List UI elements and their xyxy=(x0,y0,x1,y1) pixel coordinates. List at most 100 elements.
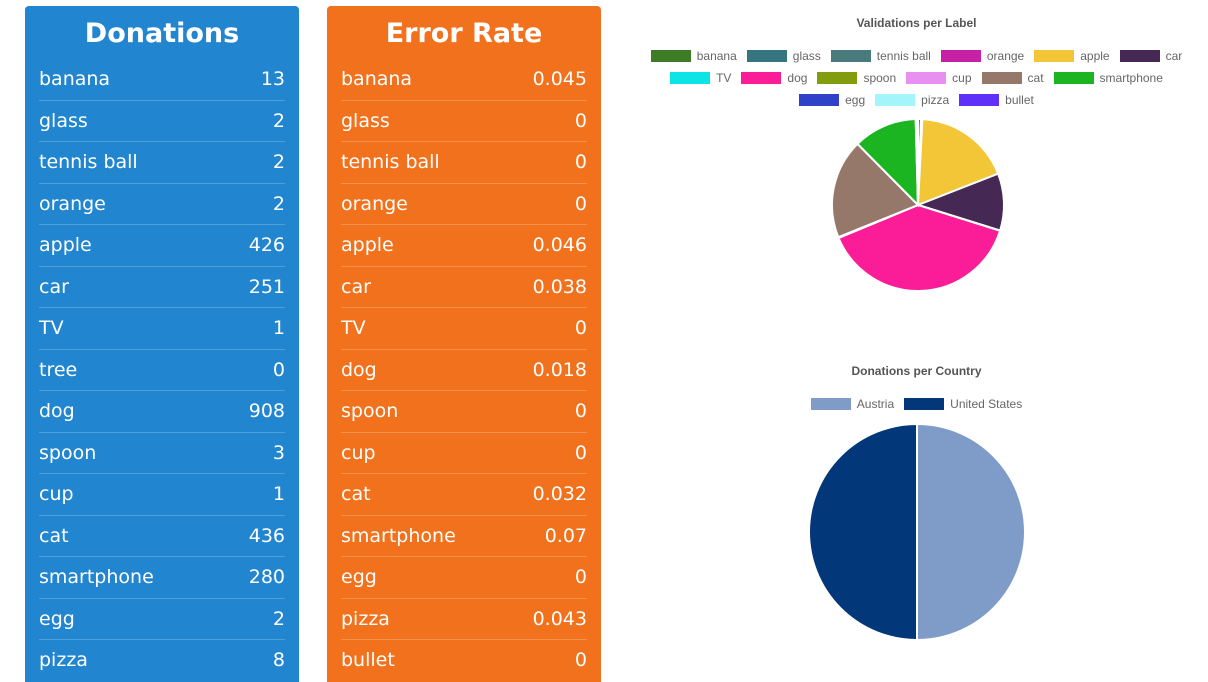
legend-item[interactable]: egg xyxy=(799,93,865,107)
row-label: TV xyxy=(39,317,64,339)
row-value: 426 xyxy=(248,234,285,256)
row-value: 0.045 xyxy=(532,68,587,90)
legend-item[interactable]: cat xyxy=(981,71,1044,85)
legend-item[interactable]: dog xyxy=(741,71,807,85)
legend-label: pizza xyxy=(921,93,950,107)
row-label: cup xyxy=(341,441,376,464)
legend-item[interactable]: apple xyxy=(1034,49,1110,63)
legend-item[interactable]: banana xyxy=(650,49,737,63)
donations-panel: Donations banana 13 glass 2 tennis ball 2 oran… xyxy=(25,6,299,682)
pie-slice-austria[interactable] xyxy=(916,422,1026,642)
table-row: egg 2 xyxy=(39,599,285,640)
legend-swatch xyxy=(940,50,981,62)
legend-item[interactable]: car xyxy=(1119,49,1183,63)
row-label: dog xyxy=(39,400,75,422)
legend-item[interactable]: tennis ball xyxy=(830,49,931,63)
row-value: 2 xyxy=(272,607,285,630)
row-label: spoon xyxy=(341,400,399,422)
table-row: glass 0 xyxy=(341,101,587,142)
legend-item[interactable]: spoon xyxy=(817,71,896,85)
error-rate-title: Error Rate xyxy=(385,18,543,49)
row-label: smartphone xyxy=(341,524,456,547)
row-label: tennis ball xyxy=(39,151,138,173)
pie-slice-smartphone[interactable] xyxy=(856,118,920,208)
pie-slice-pizza[interactable] xyxy=(915,117,920,206)
row-value: 436 xyxy=(248,524,285,547)
legend-label: car xyxy=(1165,49,1183,63)
table-row: smartphone 280 xyxy=(39,557,285,599)
table-row: cup 1 xyxy=(39,474,285,516)
legend-swatch xyxy=(741,72,782,84)
row-label: orange xyxy=(39,192,106,215)
chart-legend: Austria United States xyxy=(625,393,1208,415)
row-label: cat xyxy=(341,483,371,505)
row-label: car xyxy=(341,275,371,298)
row-value: 0 xyxy=(574,109,587,132)
legend-item[interactable]: bullet xyxy=(959,93,1034,107)
legend-swatch xyxy=(959,94,1000,106)
row-value: 2 xyxy=(272,151,285,173)
table-row: cat 436 xyxy=(39,516,285,557)
row-value: 280 xyxy=(248,566,285,588)
table-row: orange 2 xyxy=(39,184,285,225)
row-value: 908 xyxy=(248,400,285,422)
legend-label: spoon xyxy=(863,71,897,85)
legend-label: bullet xyxy=(1005,93,1034,107)
table-row: spoon 3 xyxy=(39,433,285,474)
pie-slice-cat[interactable] xyxy=(831,142,920,239)
legend-swatch xyxy=(810,398,851,410)
table-row: dog 0.018 xyxy=(341,350,587,391)
row-label: TV xyxy=(341,317,366,339)
table-row: apple 0.046 xyxy=(341,225,587,267)
legend-label: banana xyxy=(696,49,737,63)
chart-title: Validations per Label xyxy=(856,16,977,30)
row-label: orange xyxy=(341,192,408,215)
legend-swatch xyxy=(875,94,916,106)
table-row: egg 0 xyxy=(341,557,587,599)
legend-item[interactable]: TV xyxy=(670,71,731,85)
table-row: tennis ball 2 xyxy=(39,142,285,184)
row-value: 0 xyxy=(272,358,285,381)
validations-chart: Validations per Label banana glass tennis … xyxy=(625,0,1208,330)
row-label: apple xyxy=(39,234,92,256)
row-label: glass xyxy=(39,109,88,132)
row-label: apple xyxy=(341,234,394,256)
legend-item[interactable]: United States xyxy=(904,397,1022,411)
legend-label: dog xyxy=(787,71,808,85)
table-row: dog 908 xyxy=(39,391,285,433)
pie-slice-apple[interactable] xyxy=(916,118,1000,207)
table-row: apple 426 xyxy=(39,225,285,267)
error-rate-list: banana 0.045 glass 0 tennis ball 0 orange 0 appl… xyxy=(341,59,587,682)
row-label: smartphone xyxy=(39,566,154,588)
table-row: banana 0.045 xyxy=(341,59,587,101)
countries-pie xyxy=(808,422,1026,642)
legend-swatch xyxy=(670,72,711,84)
legend-item[interactable]: pizza xyxy=(875,93,949,107)
row-label: pizza xyxy=(341,607,390,630)
table-row: TV 1 xyxy=(39,308,285,350)
row-value: 0 xyxy=(574,151,587,173)
row-label: dog xyxy=(341,358,377,381)
legend-item[interactable]: glass xyxy=(746,49,821,63)
row-value: 8 xyxy=(272,649,285,671)
row-value: 0 xyxy=(574,192,587,215)
legend-item[interactable]: cup xyxy=(906,71,972,85)
table-row: pizza 8 xyxy=(39,640,285,682)
row-label: egg xyxy=(341,566,377,588)
row-value: 1 xyxy=(272,317,285,339)
legend-item[interactable]: orange xyxy=(940,49,1024,63)
legend-item[interactable]: smartphone xyxy=(1053,71,1163,85)
legend-label: glass xyxy=(792,49,821,63)
row-label: pizza xyxy=(39,649,88,671)
validations-pie xyxy=(831,117,1005,292)
row-label: banana xyxy=(39,68,111,90)
chart-title: Donations per Country xyxy=(851,364,982,378)
pie-slice-dog[interactable] xyxy=(837,203,1002,292)
legend-item[interactable]: Austria xyxy=(810,397,895,411)
legend-swatch xyxy=(817,72,858,84)
table-row: cup 0 xyxy=(341,433,587,474)
pie-slice-united-states[interactable] xyxy=(808,422,918,642)
legend-label: Austria xyxy=(856,397,895,411)
row-label: spoon xyxy=(39,441,97,464)
legend-swatch xyxy=(981,72,1022,84)
